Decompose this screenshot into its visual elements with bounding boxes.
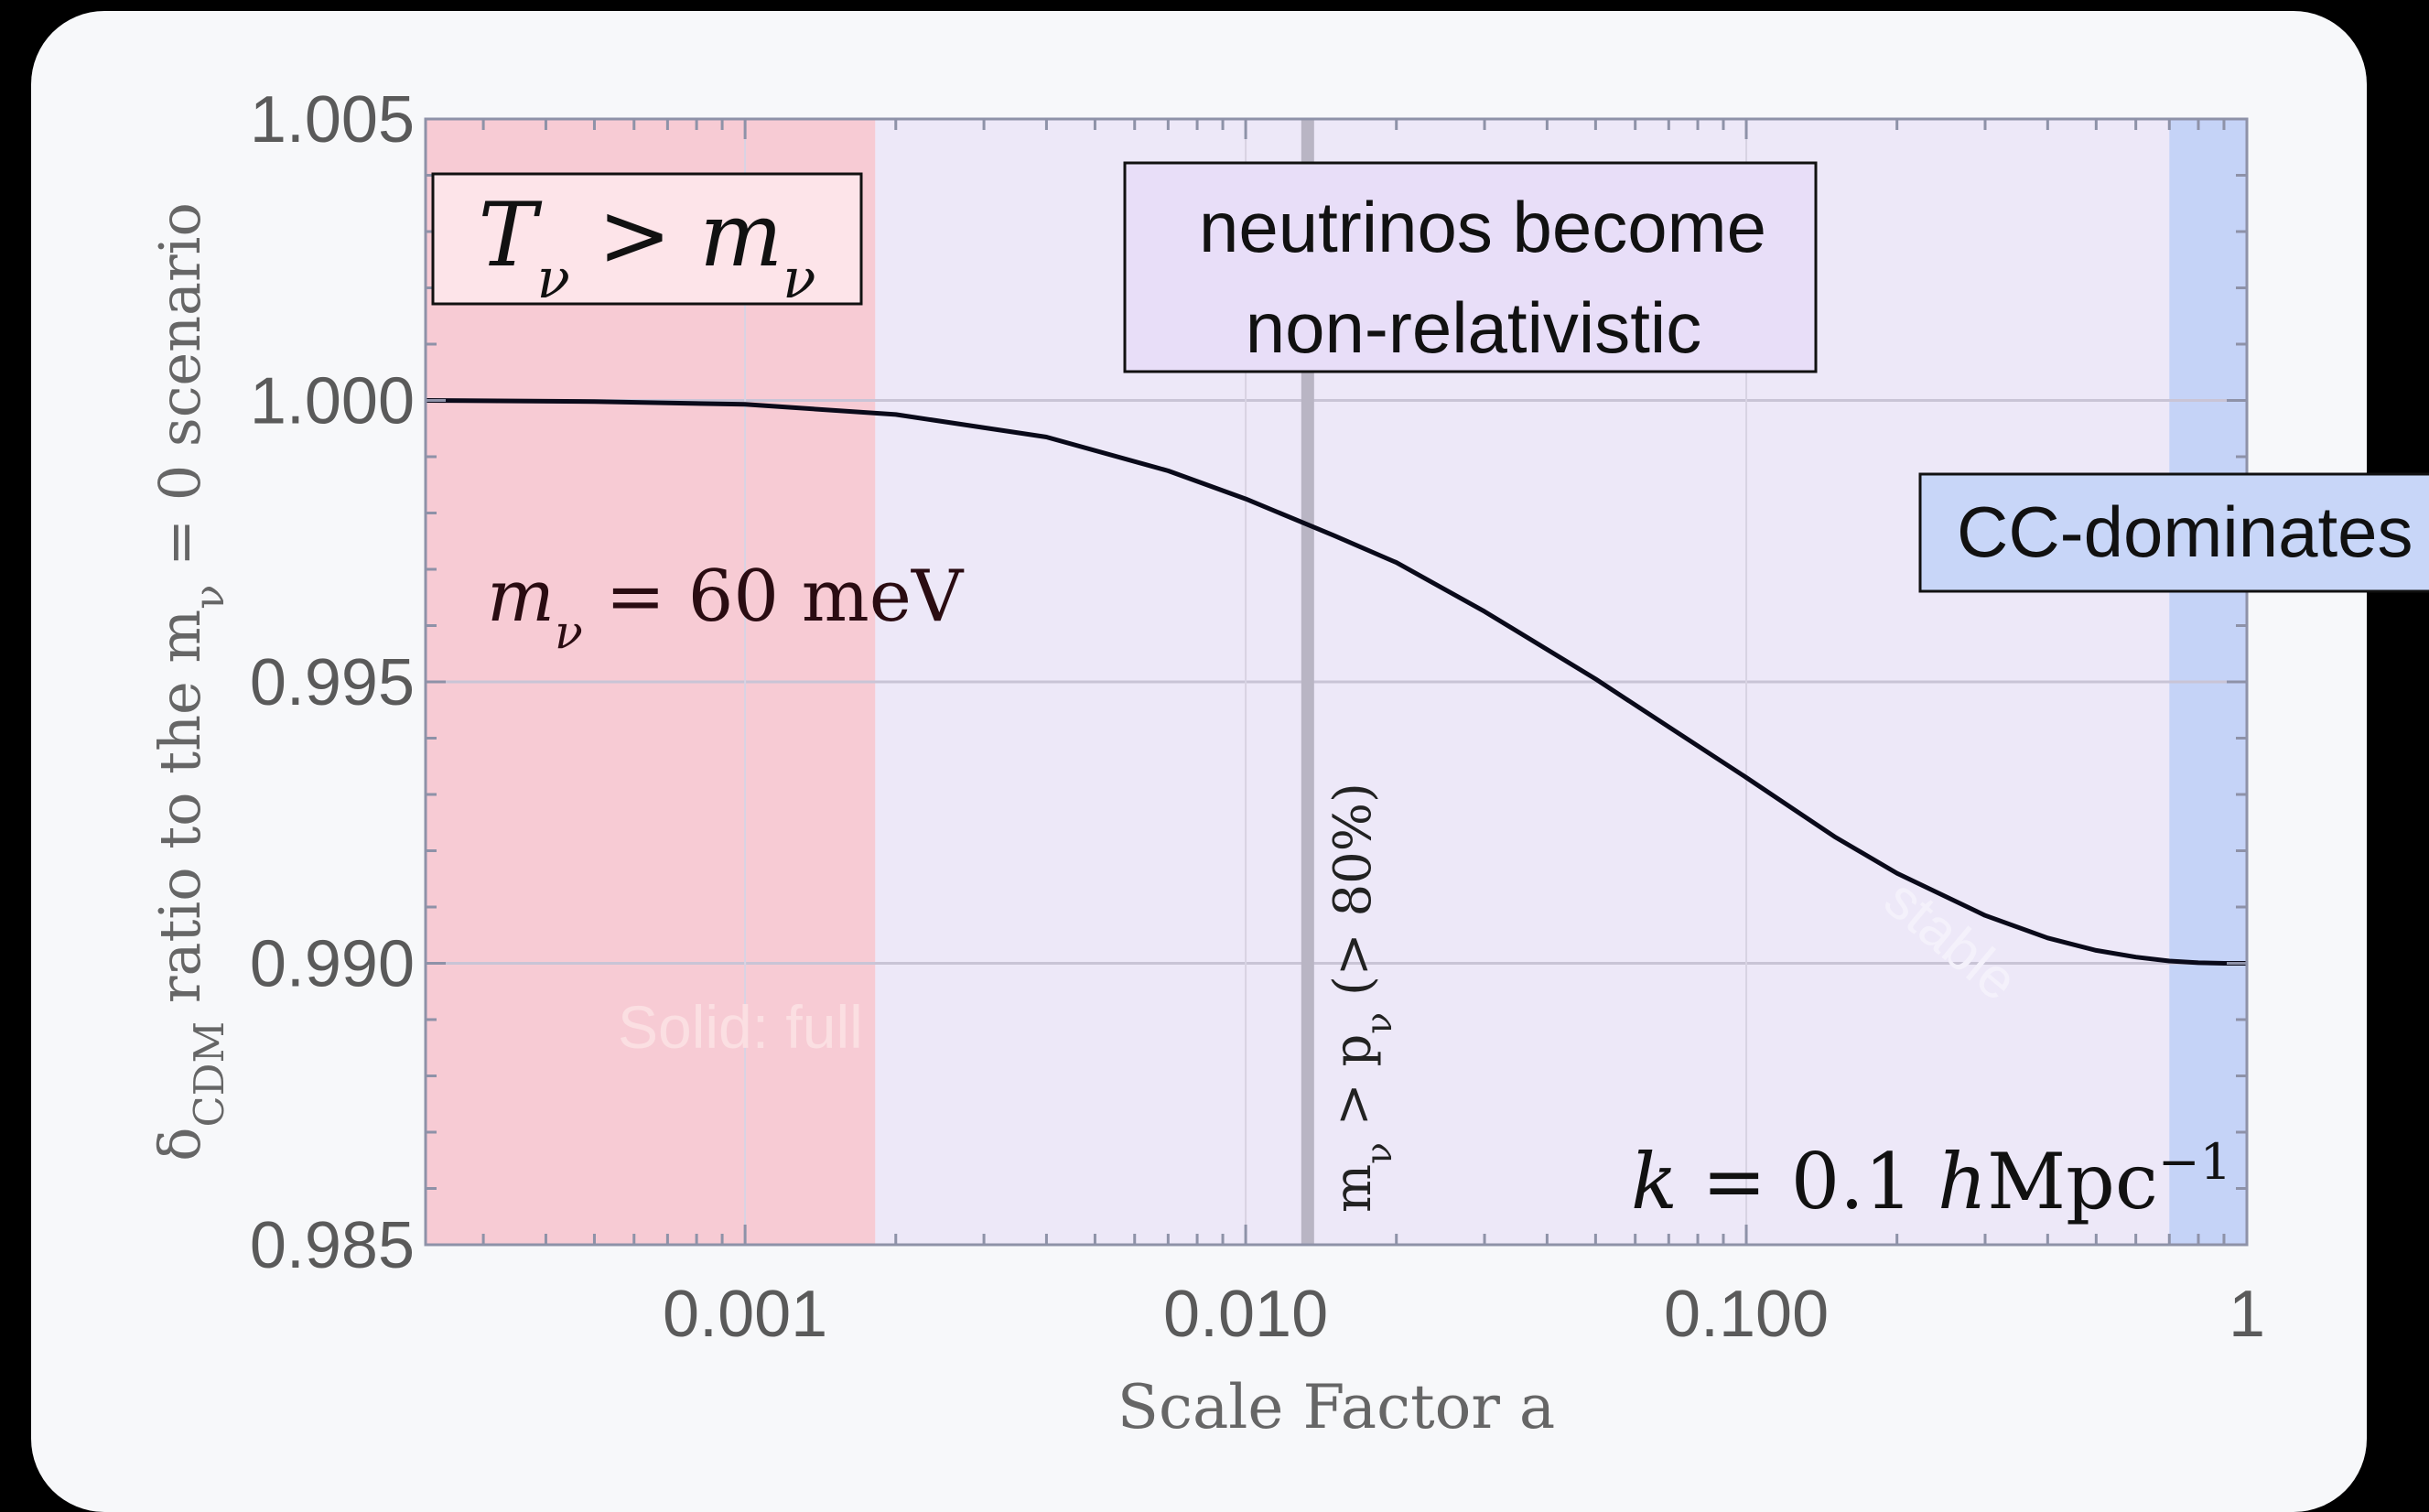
neutrino-box-line2: non-relativistic [1246, 287, 1702, 368]
x-tick-label: 1 [2229, 1278, 2265, 1351]
k-label: k = 0.1 hMpc−1 [1631, 1132, 2231, 1226]
x-axis-label: Scale Factor a [1117, 1372, 1555, 1442]
x-tick-label: 0.001 [663, 1278, 827, 1351]
x-tick-label: 0.100 [1664, 1278, 1829, 1351]
series-group [425, 398, 2247, 966]
y-tick-label: 1.005 [250, 83, 415, 157]
y-axis-label: δCDM ratio to the mν = 0 scenario [146, 202, 233, 1161]
plot-frame [424, 117, 2249, 1247]
y-tick-label: 0.985 [250, 1209, 415, 1282]
neutrino-box-line1: neutrinos become [1199, 187, 1766, 267]
series-line [425, 398, 2247, 966]
cc-box-label: CC-dominates [1957, 491, 2413, 572]
x-tick-label: 0.010 [1163, 1278, 1328, 1351]
faint-solid-label: Solid: full [618, 993, 863, 1061]
y-tick-label: 1.000 [250, 365, 415, 438]
y-tick-label: 0.990 [250, 928, 415, 1001]
y-tick-label: 0.995 [250, 646, 415, 719]
cc-box [1918, 472, 2429, 593]
chart-svg: mν > pν (> 80%) 1.0051.0000.9950.9900.98… [146, 83, 2429, 1442]
neutrino-box [1123, 161, 1818, 373]
temp-box [431, 172, 863, 306]
